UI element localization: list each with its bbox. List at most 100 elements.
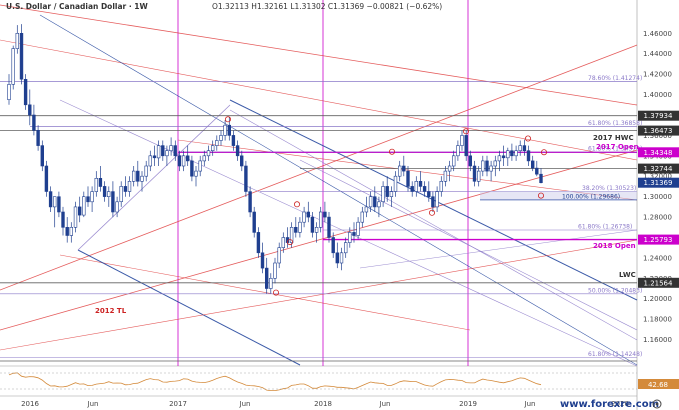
candle-body: [65, 227, 69, 236]
candle-body: [464, 135, 468, 157]
candle-body: [493, 160, 497, 167]
price-label-4: 1.31369: [644, 179, 673, 187]
candle-body: [144, 165, 148, 177]
candle-body: [343, 242, 348, 254]
candle-body: [260, 252, 265, 269]
candle-body: [277, 247, 281, 264]
candle-body: [19, 32, 24, 80]
candle-body: [78, 206, 82, 216]
candle-body: [431, 196, 435, 208]
candle-body: [318, 211, 323, 228]
fib-label-4: 100.00% (1.29686): [562, 193, 620, 200]
y-tick-label-13: 1.20000: [643, 295, 672, 303]
trendline-11: [299, 159, 638, 331]
candle-body: [190, 160, 194, 177]
pivot-circle-5: [428, 209, 435, 216]
y-tick-label-5: 1.36000: [643, 132, 672, 140]
fib-label-3: 38.20% (1.30523): [582, 185, 636, 192]
candle-body: [186, 155, 190, 162]
x-tick-label-2: 2017: [169, 400, 187, 408]
candle-body: [273, 262, 277, 279]
candle-body: [231, 135, 236, 146]
price-labels: 1.37934 1.36473 1.34348 1.32744 1.31369 1.257…: [638, 110, 679, 288]
y-tick-label-15: 1.16000: [643, 336, 672, 344]
candle-body: [223, 124, 227, 136]
pivot-circle-3: [272, 289, 279, 296]
candle-body: [335, 252, 339, 264]
y-tick-label-3: 1.40000: [643, 91, 672, 99]
candle-body: [32, 114, 36, 131]
candle-body: [119, 186, 123, 202]
fib-label-1: 61.80% (1.36858): [588, 120, 642, 127]
candle-body: [485, 160, 489, 172]
candle-body: [539, 173, 543, 183]
candle-body: [439, 181, 443, 192]
price-badge-1: [638, 125, 679, 136]
trendline-14: [359, 229, 638, 269]
price-badge-2: [638, 147, 679, 158]
trendline-5: [177, 139, 638, 201]
candle-body: [102, 186, 107, 197]
candle-body: [294, 227, 298, 233]
x-tick-label-4: 2018: [314, 400, 332, 408]
candle-body: [447, 165, 452, 172]
candle-body: [244, 165, 248, 192]
chart-title: U.S. Dollar / Canadian Dollar · 1W: [6, 2, 149, 11]
candle-body: [360, 211, 364, 223]
candle-body: [240, 155, 244, 167]
candle-body: [206, 150, 211, 157]
candle-body: [161, 145, 165, 157]
candle-body: [156, 145, 161, 159]
candle-body: [148, 155, 152, 167]
candle-body: [481, 160, 485, 172]
candle-body: [306, 211, 310, 218]
watermark: www.forexre.com: [560, 399, 659, 410]
candle-body: [11, 48, 15, 85]
candle-body: [526, 150, 531, 162]
candle-body: [323, 211, 327, 218]
pivot-circle-8: [541, 149, 548, 156]
candle-body: [418, 181, 423, 187]
candle-body: [510, 150, 514, 157]
candle-body: [314, 227, 319, 233]
candle-body: [264, 267, 269, 289]
pivot-circle-9: [538, 192, 545, 199]
candle-body: [44, 165, 49, 192]
candle-body: [152, 155, 157, 159]
candle-body: [472, 165, 477, 182]
pivot-circle-0: [224, 116, 231, 123]
candle-body: [173, 145, 177, 157]
candle-body: [227, 124, 231, 136]
trendline-13: [0, 239, 638, 351]
x-tick-label-7: Jun: [524, 400, 536, 408]
candle-body: [256, 232, 261, 254]
price-label-3: 1.32744: [644, 165, 673, 173]
fib-label-5: 61.80% (1.26738): [578, 224, 632, 231]
candle-body: [522, 145, 527, 152]
candle-body: [348, 232, 352, 243]
candle-body: [302, 211, 306, 223]
horizontal-levels: [0, 81, 637, 362]
fib-label-6: 50.00% (1.20483): [588, 287, 642, 294]
candle-body: [7, 84, 11, 101]
annotation-0: 2017 HWC: [593, 134, 634, 142]
annotation-2: 2018 Open: [593, 242, 636, 250]
candle-body: [410, 186, 414, 192]
candle-body: [215, 140, 219, 146]
annotation-1: 2017 Open: [596, 143, 639, 151]
trendline-3: [0, 39, 638, 161]
candle-body: [107, 191, 111, 198]
candle-body: [385, 186, 389, 197]
price-label-5: 1.25793: [644, 236, 673, 244]
settings-gear-icon[interactable]: [652, 399, 662, 409]
candle-body: [252, 211, 256, 233]
candle-body: [136, 170, 140, 182]
x-tick-label-5: Jun: [379, 400, 391, 408]
candle-body: [506, 150, 510, 159]
candle-body: [61, 211, 65, 228]
candle-body: [194, 170, 198, 177]
candle-body: [530, 160, 535, 169]
candle-body: [86, 196, 90, 203]
